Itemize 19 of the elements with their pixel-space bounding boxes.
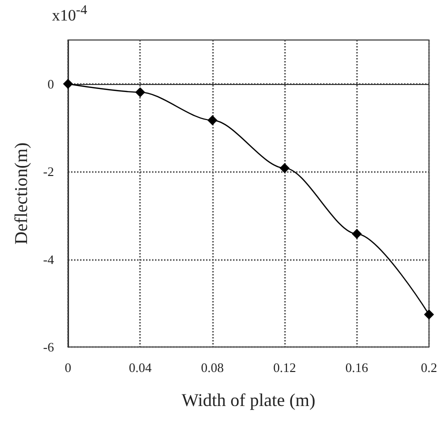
y-tick-label: -2 [43, 164, 54, 180]
point [352, 228, 362, 239]
x-axis-title: Width of plate (m) [182, 390, 316, 410]
point [424, 310, 434, 320]
y-tick-label: -4 [43, 252, 54, 267]
point [135, 87, 146, 98]
x-tick-label: 0.2 [420, 360, 438, 375]
y-tick-label: 0 [48, 76, 54, 92]
x-tick-label: 0.12 [273, 360, 296, 375]
x-tick-label: 0.04 [128, 360, 152, 375]
y-tick-label: -6 [43, 340, 54, 354]
x-tick-label: 0.08 [201, 360, 224, 375]
y-axis-title: Deflection(m) [11, 142, 31, 244]
x-tick-label: 0.16 [345, 360, 369, 375]
scale-note: x10$^{-4}$ [52, 2, 88, 26]
point [63, 78, 73, 89]
x-tick-label: 0 [64, 360, 72, 375]
point [207, 115, 218, 126]
point [280, 163, 290, 174]
